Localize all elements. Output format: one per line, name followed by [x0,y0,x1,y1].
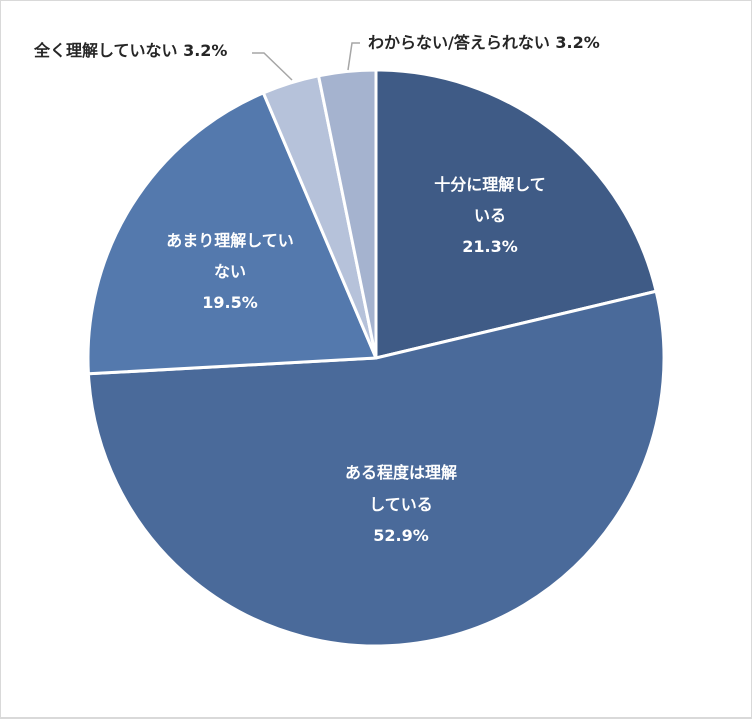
slice-unknown [317,68,378,360]
svg-text:ない: ない [214,262,246,281]
leader-line-none [252,52,293,81]
label-somewhat: ある程度は理解 している 52.9% [345,463,457,545]
svg-text:21.3%: 21.3% [462,237,518,256]
svg-text:いる: いる [474,206,506,225]
label-none: 全く理解していない 3.2% [33,41,227,60]
leader-line-unknown [347,42,360,71]
label-unknown: わからない/答えられない 3.2% [368,33,600,52]
slice-somewhat [86,289,666,648]
svg-text:している: している [369,495,433,514]
svg-text:ある程度は理解: ある程度は理解 [345,463,457,482]
svg-text:十分に理解して: 十分に理解して [434,175,546,194]
svg-text:あまり理解してい: あまり理解してい [166,231,294,250]
pie-slices [86,68,666,648]
svg-text:52.9%: 52.9% [373,526,429,545]
label-fully: 十分に理解して いる 21.3% [434,175,546,256]
svg-text:19.5%: 19.5% [202,293,258,312]
label-notmuch: あまり理解してい ない 19.5% [166,231,294,312]
slice-fully [374,68,658,360]
slice-notmuch [86,91,378,376]
